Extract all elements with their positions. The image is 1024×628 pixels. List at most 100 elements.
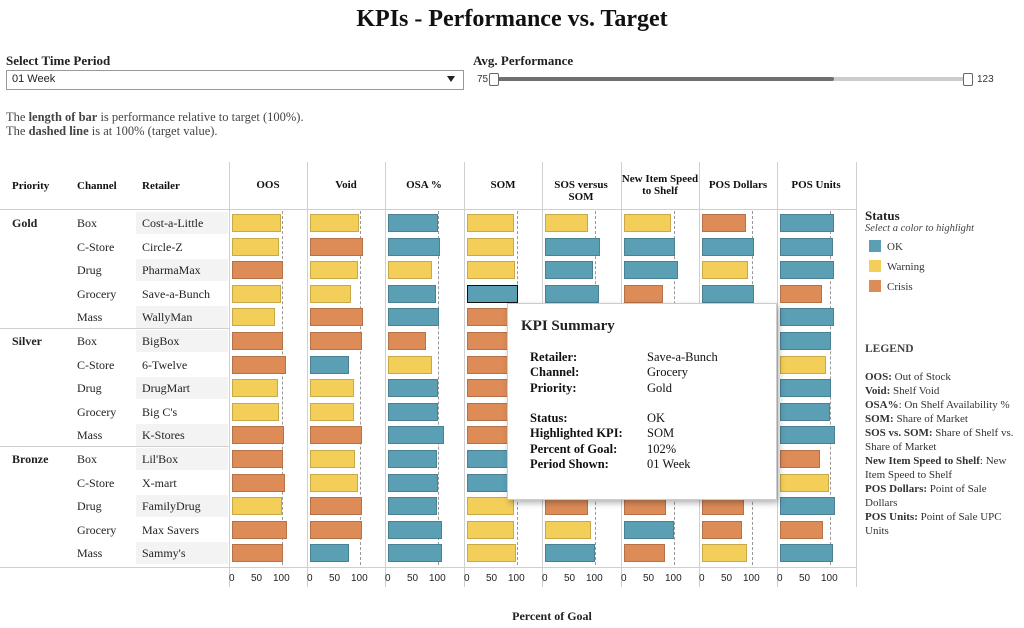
kpi-bar[interactable] xyxy=(467,402,508,421)
kpi-bar[interactable] xyxy=(388,355,432,374)
kpi-bar[interactable] xyxy=(310,332,362,350)
kpi-bar[interactable] xyxy=(388,379,438,398)
retailer-label[interactable]: X-mart xyxy=(142,475,177,490)
kpi-bar[interactable] xyxy=(780,355,826,374)
chevron-down-icon[interactable] xyxy=(447,76,455,82)
kpi-bar[interactable] xyxy=(780,379,831,398)
kpi-bar[interactable] xyxy=(780,426,835,445)
retailer-label[interactable]: Circle-Z xyxy=(142,239,183,254)
kpi-bar[interactable] xyxy=(232,355,286,374)
kpi-bar[interactable] xyxy=(310,402,354,421)
kpi-bar[interactable] xyxy=(780,402,830,421)
kpi-bar[interactable] xyxy=(388,308,439,327)
retailer-label[interactable]: K-Stores xyxy=(142,428,185,443)
retailer-label[interactable]: DrugMart xyxy=(142,381,190,396)
kpi-bar[interactable] xyxy=(467,426,508,445)
kpi-bar[interactable] xyxy=(232,497,282,516)
kpi-bar[interactable] xyxy=(232,520,287,539)
kpi-bar[interactable] xyxy=(780,450,820,468)
kpi-bar[interactable] xyxy=(545,214,588,232)
kpi-bar[interactable] xyxy=(232,379,278,398)
status-item-ok[interactable]: OK xyxy=(869,240,1009,256)
kpi-bar[interactable] xyxy=(232,261,283,280)
kpi-bar[interactable] xyxy=(388,402,438,421)
kpi-bar[interactable] xyxy=(232,237,279,256)
kpi-bar[interactable] xyxy=(780,308,834,327)
kpi-bar[interactable] xyxy=(232,473,285,492)
slider-min-handle[interactable] xyxy=(489,73,499,86)
kpi-bar[interactable] xyxy=(310,237,363,256)
kpi-bar[interactable] xyxy=(780,544,833,563)
retailer-label[interactable]: WallyMan xyxy=(142,310,193,325)
kpi-bar[interactable] xyxy=(702,520,742,539)
kpi-bar[interactable] xyxy=(388,473,438,492)
kpi-bar[interactable] xyxy=(702,544,747,563)
retailer-label[interactable]: Sammy's xyxy=(142,546,186,561)
kpi-bar[interactable] xyxy=(388,332,426,350)
kpi-bar[interactable] xyxy=(232,450,283,468)
kpi-bar[interactable] xyxy=(467,332,509,350)
kpi-bar[interactable] xyxy=(780,497,835,516)
kpi-bar[interactable] xyxy=(702,214,746,232)
kpi-bar[interactable] xyxy=(545,261,593,280)
kpi-bar[interactable] xyxy=(702,237,754,256)
retailer-label[interactable]: Lil'Box xyxy=(142,452,179,466)
status-item-crisis[interactable]: Crisis xyxy=(869,280,1009,296)
kpi-bar[interactable] xyxy=(310,214,359,232)
kpi-bar[interactable] xyxy=(467,214,514,232)
kpi-bar[interactable] xyxy=(232,426,284,445)
kpi-bar[interactable] xyxy=(780,284,822,303)
retailer-label[interactable]: Big C's xyxy=(142,404,178,419)
kpi-bar[interactable] xyxy=(467,284,518,303)
kpi-bar[interactable] xyxy=(310,520,362,539)
kpi-bar[interactable] xyxy=(388,237,440,256)
kpi-bar[interactable] xyxy=(780,214,834,232)
kpi-bar[interactable] xyxy=(310,426,362,445)
kpi-bar[interactable] xyxy=(232,544,283,563)
retailer-label[interactable]: Save-a-Bunch xyxy=(142,286,210,301)
kpi-bar[interactable] xyxy=(780,237,833,256)
retailer-label[interactable]: Cost-a-Little xyxy=(142,216,204,230)
kpi-bar[interactable] xyxy=(232,332,283,350)
kpi-bar[interactable] xyxy=(780,332,831,350)
kpi-bar[interactable] xyxy=(310,497,362,516)
kpi-bar[interactable] xyxy=(624,284,663,303)
retailer-label[interactable]: BigBox xyxy=(142,334,180,348)
kpi-bar[interactable] xyxy=(388,497,437,516)
kpi-bar[interactable] xyxy=(467,237,514,256)
kpi-bar[interactable] xyxy=(232,214,281,232)
status-item-warning[interactable]: Warning xyxy=(869,260,1009,276)
kpi-bar[interactable] xyxy=(388,520,442,539)
kpi-bar[interactable] xyxy=(624,237,675,256)
kpi-bar[interactable] xyxy=(388,450,437,468)
kpi-bar[interactable] xyxy=(780,473,829,492)
kpi-bar[interactable] xyxy=(388,284,436,303)
kpi-bar[interactable] xyxy=(467,450,512,468)
kpi-bar[interactable] xyxy=(467,355,510,374)
kpi-bar[interactable] xyxy=(467,379,509,398)
kpi-bar[interactable] xyxy=(624,214,671,232)
retailer-label[interactable]: 6-Twelve xyxy=(142,357,188,372)
kpi-bar[interactable] xyxy=(702,261,748,280)
kpi-bar[interactable] xyxy=(780,520,823,539)
kpi-bar[interactable] xyxy=(232,402,279,421)
kpi-bar[interactable] xyxy=(388,426,444,445)
kpi-bar[interactable] xyxy=(310,473,358,492)
kpi-bar[interactable] xyxy=(310,450,355,468)
slider-max-handle[interactable] xyxy=(963,73,973,86)
kpi-bar[interactable] xyxy=(624,520,674,539)
retailer-label[interactable]: FamilyDrug xyxy=(142,499,201,514)
kpi-bar[interactable] xyxy=(310,261,358,280)
kpi-bar[interactable] xyxy=(702,284,754,303)
kpi-bar[interactable] xyxy=(545,284,599,303)
kpi-bar[interactable] xyxy=(310,308,363,327)
kpi-bar[interactable] xyxy=(467,544,516,563)
retailer-label[interactable]: PharmaMax xyxy=(142,263,201,278)
kpi-bar[interactable] xyxy=(780,261,834,280)
kpi-bar[interactable] xyxy=(310,379,354,398)
kpi-bar[interactable] xyxy=(388,261,432,280)
kpi-bar[interactable] xyxy=(310,355,349,374)
kpi-bar[interactable] xyxy=(545,544,595,563)
kpi-bar[interactable] xyxy=(467,497,514,516)
kpi-bar[interactable] xyxy=(232,284,281,303)
